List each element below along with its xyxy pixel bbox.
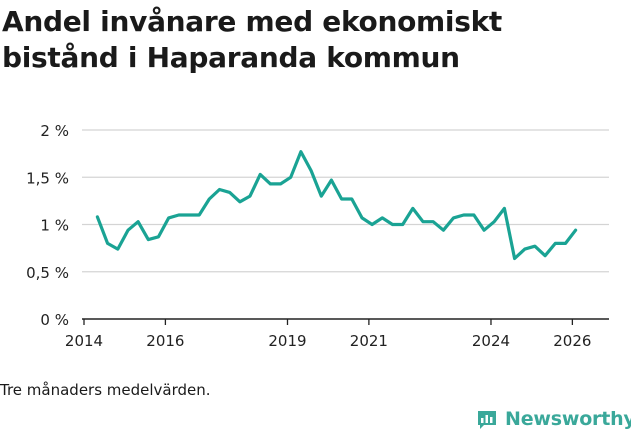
x-tick-labels: 2014 2016 2019 2021 2024 2026 [65,332,592,350]
x-tick-label: 2024 [472,332,510,350]
y-tick-label: 0,5 % [26,264,69,282]
x-axis [82,318,609,325]
x-tick-label: 2019 [268,332,306,350]
data-series [95,150,578,261]
x-tick-label: 2016 [146,332,184,350]
y-gridlines [82,129,609,273]
line-chart: 0 % 0,5 % 1 % 1,5 % 2 % 2014 2016 2019 2021 2024… [26,122,609,350]
chart-title: Andel invånare med ekonomiskt bistånd i … [2,5,503,74]
x-tick-label: 2026 [553,332,591,350]
brand-name: Newsworthy [505,408,631,430]
x-tick-label: 2014 [65,332,103,350]
y-tick-label: 1 % [40,217,69,235]
bar-chart-logo-icon [478,411,496,429]
y-tick-label: 1,5 % [26,169,69,187]
x-tick-label: 2021 [350,332,388,350]
y-tick-labels: 0 % 0,5 % 1 % 1,5 % 2 % [26,122,69,329]
footnote: Tre månaders medelvärden. [0,381,211,399]
y-tick-label: 2 % [40,122,69,140]
y-tick-label: 0 % [40,311,69,329]
newsworthy-logo[interactable]: Newsworthy [476,408,631,430]
series-line [95,150,578,261]
